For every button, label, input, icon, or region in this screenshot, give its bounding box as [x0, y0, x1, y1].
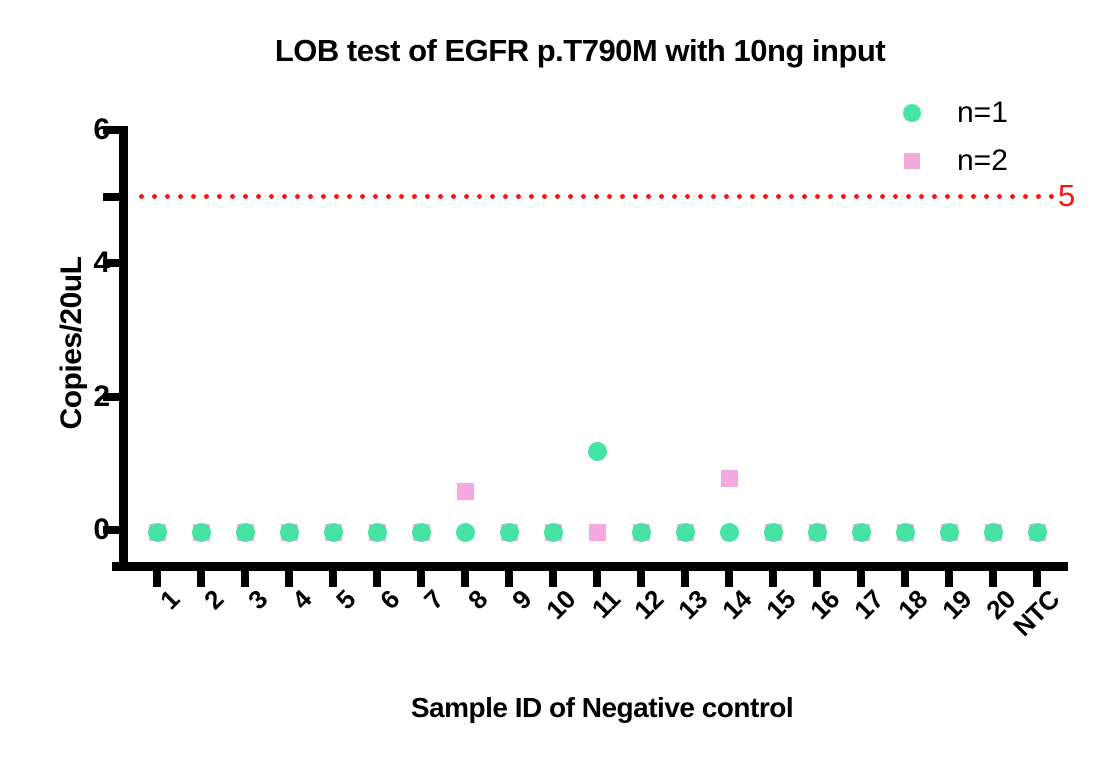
data-point-circle [455, 522, 475, 542]
data-point-square [456, 483, 474, 501]
x-tick [241, 562, 249, 587]
data-point-circle [147, 522, 167, 542]
x-tick [329, 562, 337, 587]
x-tick [549, 562, 557, 587]
x-tick [681, 562, 689, 587]
x-tick [285, 562, 293, 587]
data-point-circle [411, 522, 431, 542]
data-point-circle [191, 522, 211, 542]
legend: n=1 n=2 [895, 96, 1008, 192]
data-point-circle [983, 522, 1003, 542]
data-point-circle [631, 522, 651, 542]
x-axis-title: Sample ID of Negative control [410, 692, 794, 723]
data-point-circle [851, 522, 871, 542]
y-tick [103, 392, 128, 401]
data-point-square [720, 470, 738, 488]
circle-marker-icon [903, 104, 921, 122]
legend-label: n=1 [957, 96, 1008, 129]
data-point-circle [323, 522, 343, 542]
data-point-circle [543, 522, 563, 542]
x-tick [153, 562, 161, 587]
x-tick [373, 562, 381, 587]
data-point-circle [279, 522, 299, 542]
x-tick [901, 562, 909, 587]
threshold-label: 5 [1058, 178, 1076, 213]
x-tick [461, 562, 469, 587]
y-tick-label: 4 [93, 246, 110, 280]
data-point-circle [1027, 522, 1047, 542]
x-tick [989, 562, 997, 587]
data-point-circle [367, 522, 387, 542]
threshold-line [135, 194, 1057, 199]
x-tick [813, 562, 821, 587]
x-tick [857, 562, 865, 587]
legend-label: n=2 [957, 144, 1008, 177]
y-tick-label: 0 [93, 513, 110, 546]
x-tick [505, 562, 513, 587]
x-tick [197, 562, 205, 587]
x-tick [1033, 562, 1041, 587]
data-point-circle [763, 522, 783, 542]
y-tick-label: 6 [93, 112, 110, 146]
y-tick-label: 2 [93, 379, 110, 413]
x-tick [593, 562, 601, 587]
y-tick-minor [103, 192, 128, 201]
data-point-circle [895, 522, 915, 542]
data-point-circle [235, 522, 255, 542]
chart-title: LOB test of EGFR p.T790M with 10ng input [274, 33, 886, 68]
y-axis-title: Copies/20uL [55, 256, 88, 430]
y-tick [103, 259, 128, 268]
data-point-circle [807, 522, 827, 542]
x-tick [417, 562, 425, 587]
data-point-square [588, 523, 606, 541]
data-point-circle [939, 522, 959, 542]
legend-item-n1: n=1 [895, 96, 1008, 130]
x-tick [945, 562, 953, 587]
y-tick [103, 526, 128, 534]
data-point-circle [675, 522, 695, 542]
data-point-circle [587, 442, 607, 462]
data-point-circle [719, 522, 739, 542]
y-axis [119, 126, 128, 571]
x-axis [112, 562, 1068, 571]
x-tick [769, 562, 777, 587]
x-tick [637, 562, 645, 587]
legend-item-n2: n=2 [895, 144, 1008, 178]
x-tick [725, 562, 733, 587]
square-marker-icon [904, 153, 920, 169]
data-point-circle [499, 522, 519, 542]
y-tick [103, 125, 128, 134]
